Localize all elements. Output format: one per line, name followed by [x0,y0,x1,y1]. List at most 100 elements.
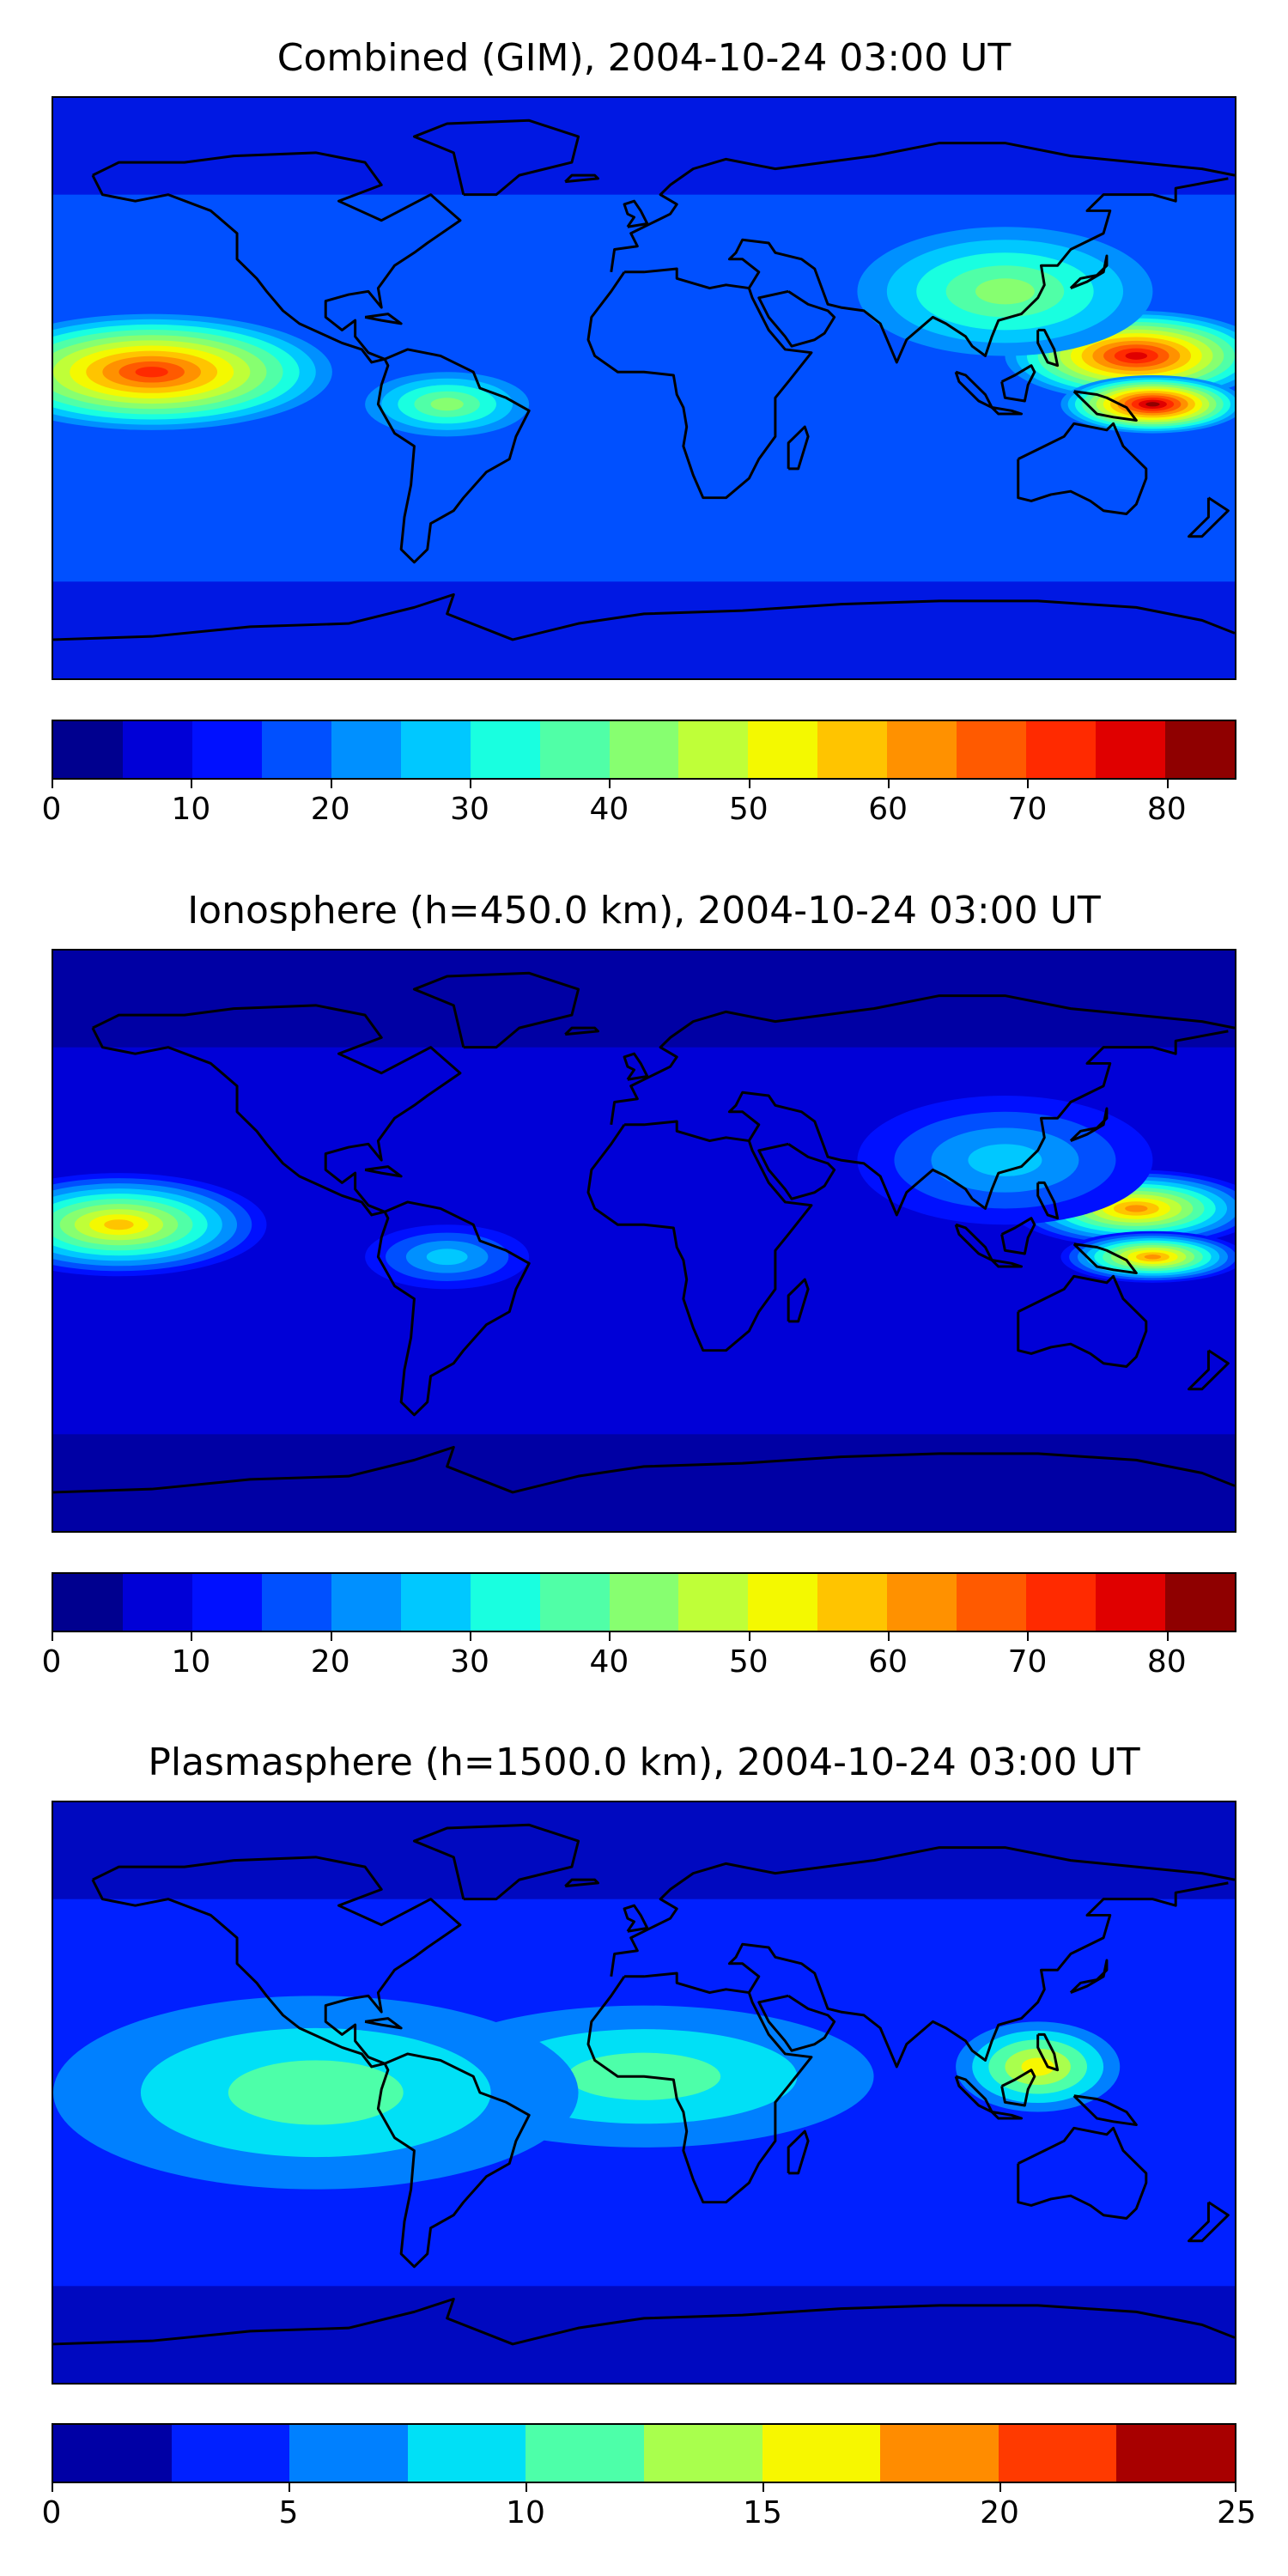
coastline [1072,1242,1138,1275]
tec-contour [968,1144,1042,1176]
colorbar-tick [52,2483,53,2492]
tec-contour [1125,1205,1148,1212]
tec-contour [1144,1255,1162,1260]
colorbar-segment [643,2425,762,2482]
colorbar-segment [1026,721,1097,778]
colorbar-tick [1027,1632,1030,1641]
colorbar-segment [289,2425,408,2482]
coastline [1069,1959,1109,1994]
colorbar-segment [1116,2425,1235,2482]
coastline [1187,1349,1230,1391]
coastline [1000,364,1036,403]
colorbar-tick-label: 20 [310,792,350,827]
polar-band [53,2286,1235,2383]
coastline [53,2297,1235,2346]
polar-band [53,1434,1235,1531]
colorbar-tick-label: 25 [1217,2495,1256,2530]
colorbar-segment [817,721,888,778]
coastline [1036,328,1060,368]
coastline [364,313,403,325]
coastline [53,1445,1235,1494]
map-combined [52,96,1236,680]
colorbar-segment [678,721,749,778]
colorbar-ionosphere [52,1572,1236,1632]
colorbar-segment [539,1574,610,1631]
colorbar-tick [748,1632,750,1641]
colorbar-segment [678,1574,749,1631]
coastline [1069,254,1109,289]
coastline [91,1856,462,2069]
colorbar-segment [261,1574,331,1631]
colorbar-segment [1165,1574,1235,1631]
coastline [787,425,810,471]
coastline [727,1881,1229,2069]
colorbar-segment [762,2425,881,2482]
coastline [757,1142,836,1200]
colorbar-tick-label: 20 [980,2495,1019,2530]
coastline [1069,1107,1109,1142]
colorbar-tick-label: 60 [868,1644,908,1680]
colorbar-tick [191,1632,193,1641]
colorbar-segment [748,1574,818,1631]
colorbar-tick [52,780,53,788]
coastline [412,971,580,1049]
colorbar-tick-label: 40 [589,792,629,827]
coastline [623,199,649,228]
coastline [1072,390,1138,422]
tec-contour [1145,402,1160,407]
colorbar-segment [331,1574,401,1631]
colorbar-tick [609,780,611,788]
coastline [1036,1181,1060,1220]
colorbar-segment [407,2425,526,2482]
coastline [364,1165,403,1178]
tec-contour [430,398,464,411]
colorbar-segment [817,1574,888,1631]
colorbar-tick-label: 30 [450,792,489,827]
colorbar-segment [526,2425,644,2482]
polar-band [53,1802,1235,1899]
coastline [610,142,1235,273]
tec-contour [975,278,1035,305]
coastline [727,1030,1229,1217]
panel-title-combined: Combined (GIM), 2004-10-24 03:00 UT [276,36,1012,80]
colorbar-tick-label: 10 [506,2495,545,2530]
colorbar-tick-label: 60 [868,792,908,827]
colorbar-segment [609,1574,679,1631]
colorbar-segment [171,2425,290,2482]
coastline [610,994,1235,1126]
coastline [376,1200,531,1417]
coastline [727,177,1229,364]
coastline [412,1823,580,1901]
colorbar-ticks-plasmasphere: 0 5 10 15 20 25 [42,2483,1256,2530]
tec-contour [228,2060,404,2125]
coastline [1000,1217,1036,1255]
tec-contour [135,367,168,378]
tec-contour [1125,352,1148,360]
coastline [954,2075,993,2114]
polar-band [53,98,1235,195]
colorbar-ticks-ionosphere: 0 10 20 30 40 50 60 70 80 [42,1632,1236,1680]
colorbar-tick [1166,1632,1169,1641]
map-svg-combined [53,98,1235,678]
colorbar-tick [1027,780,1030,788]
panel-title-ionosphere: Ionosphere (h=450.0 km), 2004-10-24 03:0… [187,889,1101,933]
colorbar-segment [957,1574,1027,1631]
colorbar-tick [191,780,193,788]
coastline [1017,1274,1148,1368]
coastline [991,406,1024,416]
colorbar-tick [526,2483,527,2492]
colorbar-segment [470,721,540,778]
colorbar-segment [122,1574,192,1631]
colorbar-tick [748,780,750,788]
colorbar-tick-label: 40 [589,1644,629,1680]
colorbar-tick-label: 70 [1007,1644,1048,1680]
colorbar-tick-label: 0 [41,1644,62,1680]
colorbar-tick [330,780,332,788]
coastline [1187,2201,1230,2243]
coastline [1017,422,1148,515]
colorbar-tick [762,2483,764,2492]
colorbar-tick [470,1632,472,1641]
colorbar-tick-label: 15 [743,2495,782,2530]
coastline [623,1904,649,1933]
colorbar-segment [609,721,679,778]
